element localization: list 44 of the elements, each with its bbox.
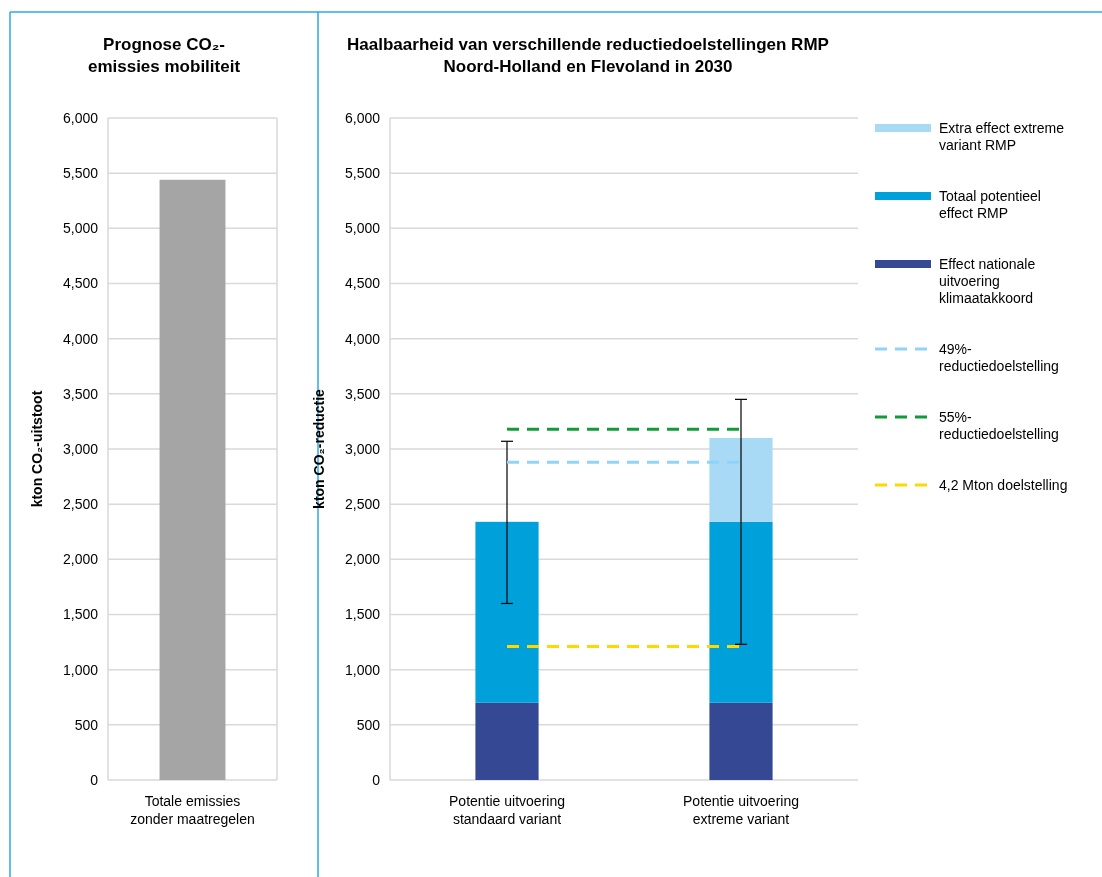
y-tick-label: 4,500: [62, 275, 99, 292]
bar: [475, 702, 539, 780]
y-tick-label: 4,500: [344, 275, 381, 292]
x-tick-label: Potentie uitvoering extreme variant: [683, 793, 799, 827]
y-tick-label: 3,000: [344, 440, 381, 457]
bar: [709, 521, 773, 703]
y-tick-label: 4,000: [62, 330, 99, 347]
y-tick-label: 1,500: [62, 606, 99, 623]
y-tick-label: 5,000: [344, 220, 381, 237]
chart-title: Haalbaarheid van verschillende reductiedoelstellingen RMP Noord-Holland en Flevoland in 2030: [347, 35, 829, 76]
y-tick-label: 2,500: [344, 496, 381, 513]
bar: [709, 437, 773, 522]
y-axis-title: kton CO₂-reductie: [311, 388, 327, 509]
y-tick-label: 5,500: [62, 165, 99, 182]
bar: [709, 702, 773, 780]
chart-title: Prognose CO₂-emissies mobiliteit: [87, 35, 241, 76]
y-tick-label: 500: [74, 716, 99, 733]
y-tick-label: 5,500: [344, 165, 381, 182]
y-tick-label: 500: [356, 716, 381, 733]
y-tick-label: 2,500: [62, 496, 99, 513]
legend-label: Totaal potentieel effect RMP: [939, 188, 1041, 221]
y-tick-label: 3,500: [344, 385, 381, 402]
legend-label: 55%-reductiedoelstelling: [939, 409, 1059, 442]
y-axis-title: kton CO₂-uitstoot: [29, 390, 45, 508]
y-tick-label: 4,000: [344, 330, 381, 347]
y-tick-label: 0: [372, 771, 381, 788]
y-tick-label: 1,500: [344, 606, 381, 623]
y-tick-label: 6,000: [344, 109, 381, 126]
bar: [475, 521, 539, 703]
y-tick-label: 1,000: [344, 661, 381, 678]
x-tick-label: Potentie uitvoering standaard variant: [449, 793, 565, 827]
y-tick-label: 2,000: [344, 551, 381, 568]
y-tick-label: 3,500: [62, 385, 99, 402]
y-tick-label: 1,000: [62, 661, 99, 678]
y-tick-label: 2,000: [62, 551, 99, 568]
y-tick-label: 0: [90, 771, 99, 788]
legend-label: 4,2 Mton doelstelling: [939, 477, 1068, 493]
y-tick-label: 5,000: [62, 220, 99, 237]
y-tick-label: 3,000: [62, 440, 99, 457]
x-tick-label: Totale emissies zonder maatregelen: [130, 793, 255, 827]
legend-label: 49%-reductiedoelstelling: [939, 341, 1059, 374]
legend-label: Effect nationale uitvoering klimaatakkoord: [939, 256, 1036, 306]
legend-label: Extra effect extreme variant RMP: [939, 120, 1065, 153]
y-tick-label: 6,000: [62, 109, 99, 126]
